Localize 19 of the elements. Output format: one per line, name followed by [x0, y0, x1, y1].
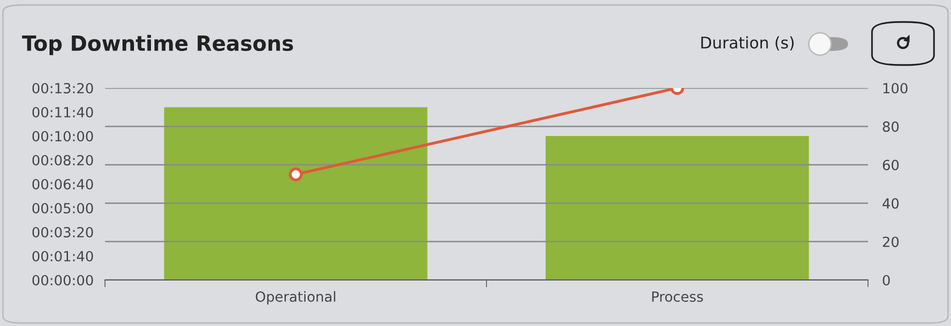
y2-tick-label: 40: [882, 198, 899, 209]
y-tick-label: 00:03:20: [32, 226, 93, 238]
y-tick-label: 00:06:40: [32, 178, 93, 190]
y2-tick-label: 20: [882, 236, 899, 248]
chart-title: Top Downtime Reasons: [22, 34, 293, 56]
y-tick-label: 00:05:00: [32, 202, 93, 214]
y-tick-label: 00:11:40: [32, 106, 93, 118]
y-tick-label: 00:10:00: [32, 130, 93, 142]
y2-tick-label: 80: [882, 121, 899, 132]
text: Duration (s): [701, 36, 794, 51]
y-tick-label: 00:01:40: [32, 250, 93, 262]
y2-tick-label: 0: [882, 274, 890, 286]
y-tick-label: 00:00:00: [32, 274, 93, 286]
y-tick-label: 00:08:20: [32, 154, 93, 166]
y2-tick-label: 60: [882, 160, 899, 170]
x-tick-label: Operational: [256, 291, 336, 305]
x-tick-label: Process: [652, 292, 703, 302]
y2-tick-label: 100: [883, 82, 908, 94]
y-tick-label: 00:13:20: [32, 82, 93, 94]
